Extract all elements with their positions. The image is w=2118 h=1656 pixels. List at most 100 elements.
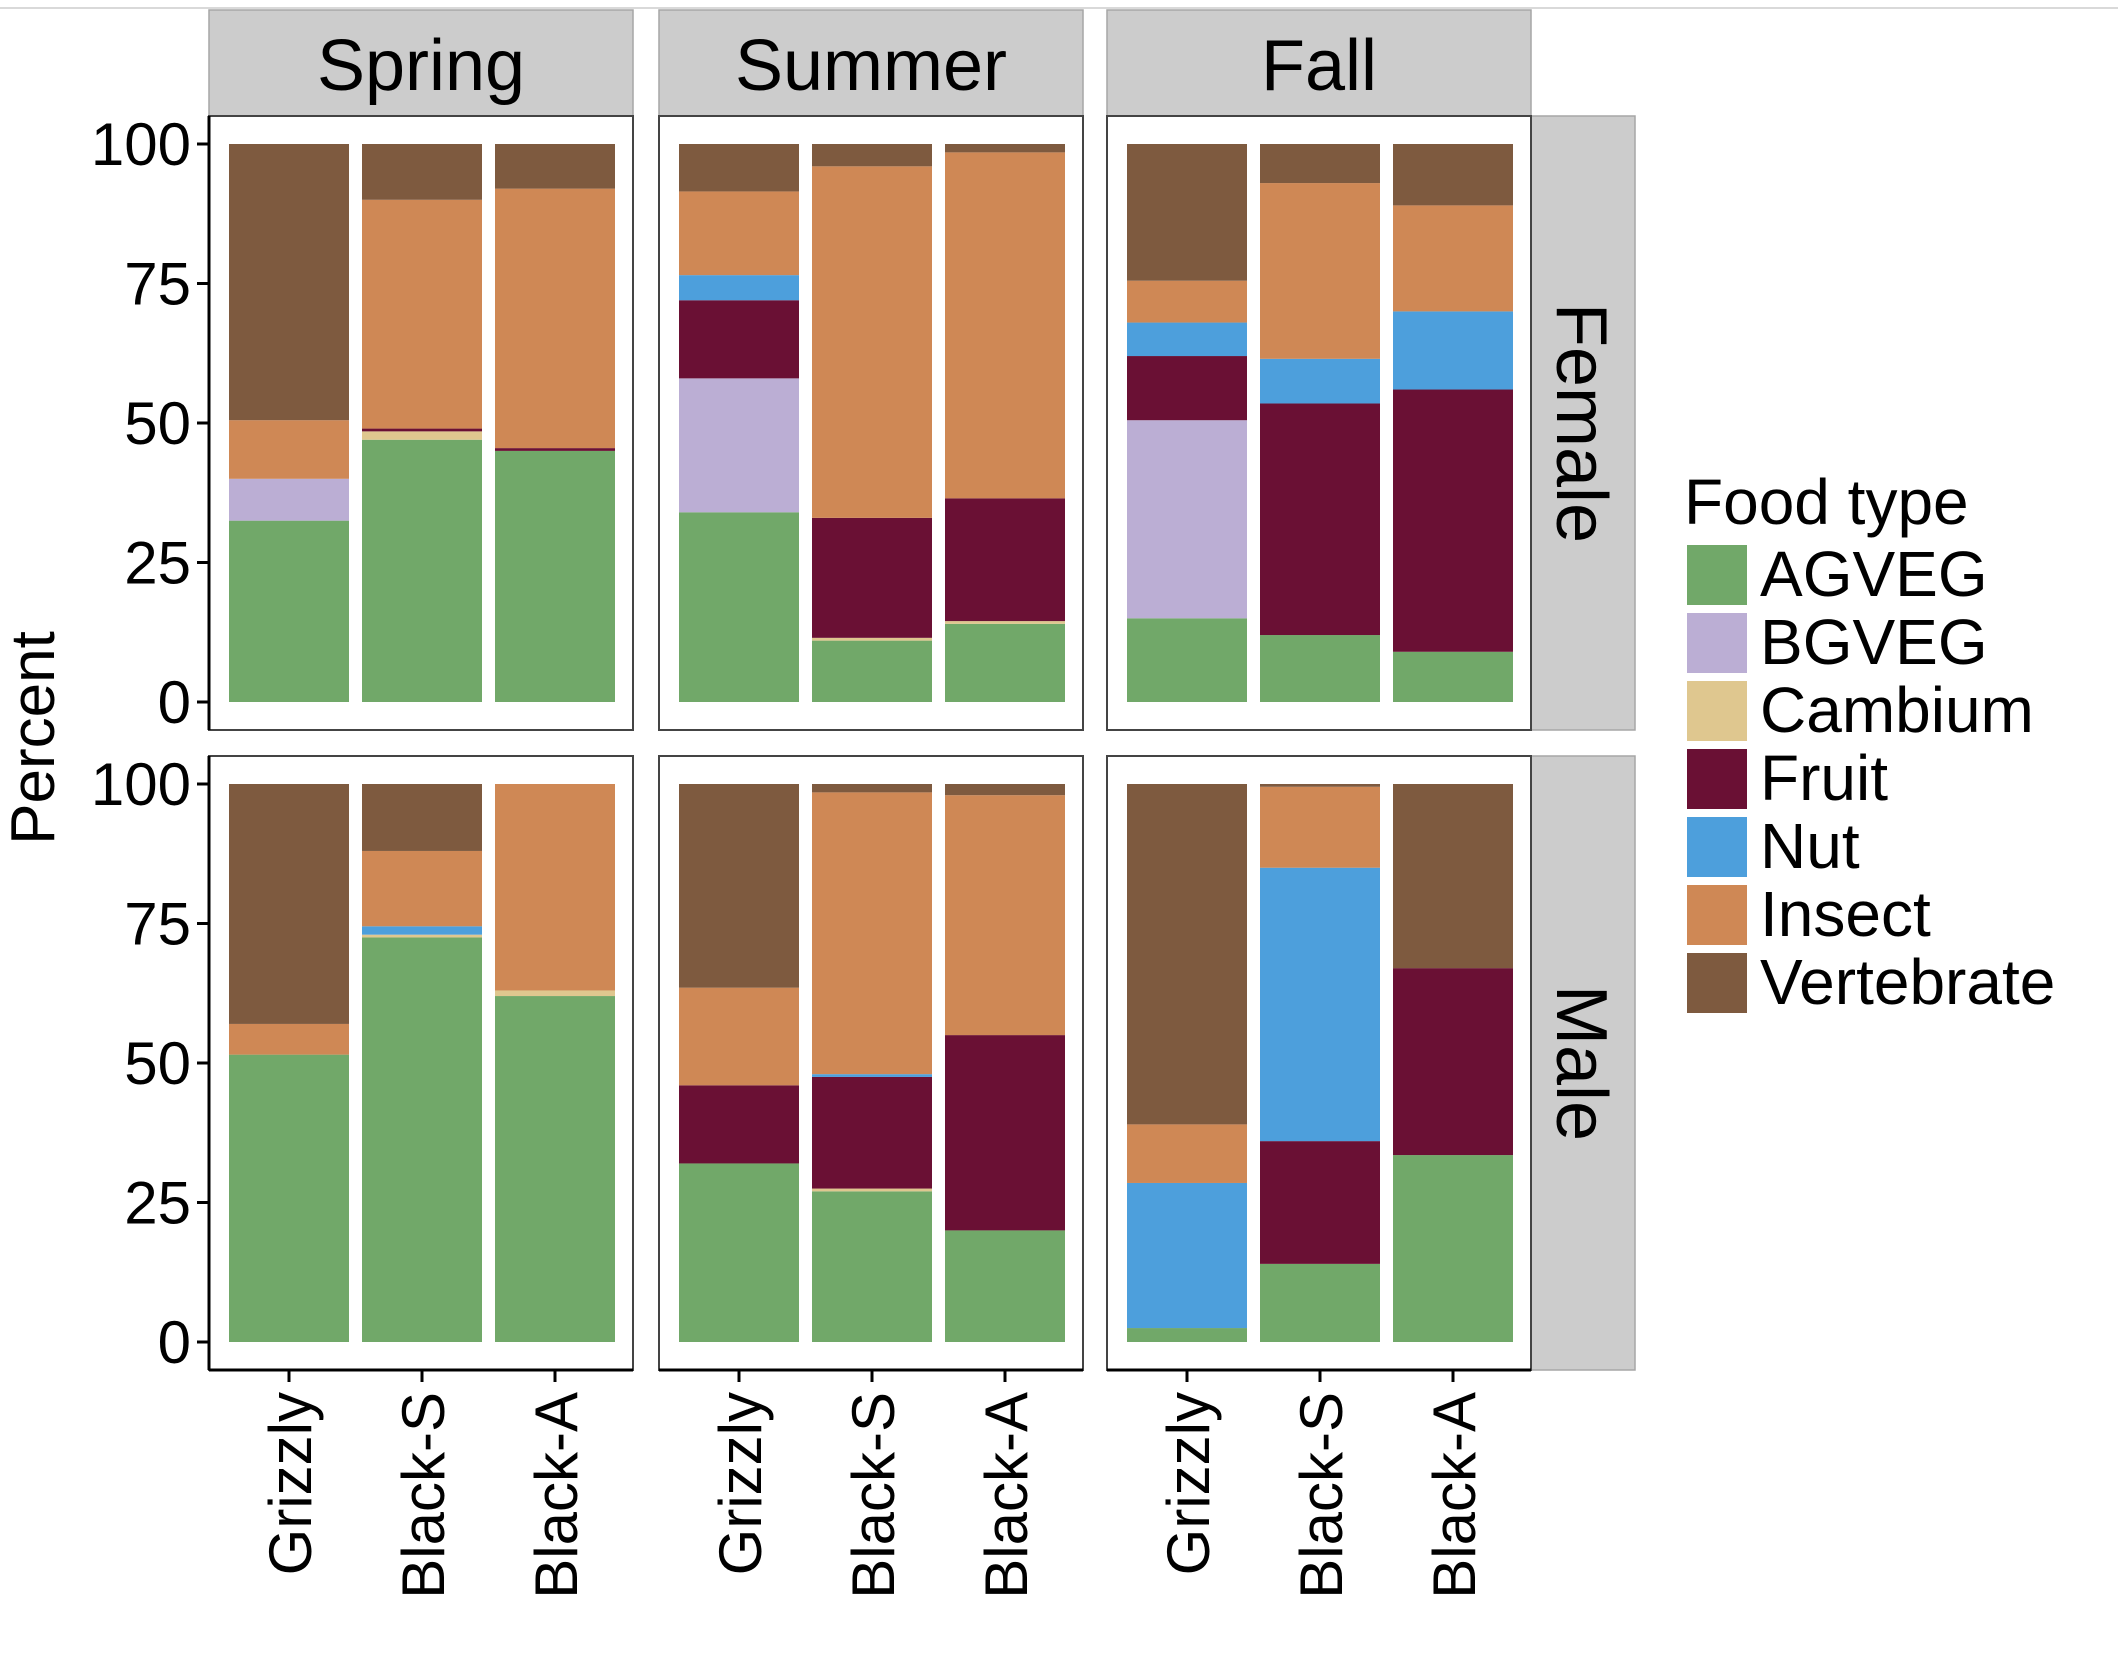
y-tick-label: 75 xyxy=(124,891,191,958)
bar-segment-black-a-insect xyxy=(495,188,615,449)
bar-segment-black-a-agveg xyxy=(495,996,615,1342)
bar-segment-black-s-agveg xyxy=(812,640,932,702)
x-tick-label-black-a: Black-A xyxy=(1421,1392,1488,1599)
x-tick-label-black-s: Black-S xyxy=(390,1392,457,1599)
panel-spring-female: 0 25 50 75 100 xyxy=(91,111,634,736)
strip-label-spring: Spring xyxy=(317,26,525,106)
legend: Food type AGVEGBGVEGCambiumFruitNutInsec… xyxy=(1684,466,2055,1018)
bar-segment-black-s-nut xyxy=(1260,867,1380,1142)
strip-label-female: Female xyxy=(1541,303,1621,543)
bar-segment-black-a-insect xyxy=(495,784,615,991)
bar-segment-black-a-insect xyxy=(945,795,1065,1036)
bar-segment-black-s-cambium xyxy=(812,1188,932,1192)
bar-segment-black-s-nut xyxy=(362,926,482,935)
legend-key-insect xyxy=(1685,883,1749,947)
panel-summer-female xyxy=(658,115,1084,731)
bar-segment-black-s-insect xyxy=(1260,183,1380,359)
legend-key-fruit xyxy=(1685,747,1749,811)
strip-summer xyxy=(658,9,1084,117)
legend-label-insect: Insect xyxy=(1760,878,1931,950)
bar-segment-black-a-vertebrate xyxy=(1393,144,1513,206)
legend-key-bgveg xyxy=(1685,611,1749,675)
bar-segment-black-a-vertebrate xyxy=(1393,784,1513,969)
bar-segment-black-s-agveg xyxy=(1260,1263,1380,1342)
bar-segment-black-s-vertebrate xyxy=(812,144,932,167)
x-tick-label-black-a: Black-A xyxy=(973,1392,1040,1599)
bar-segment-black-s-fruit xyxy=(812,517,932,638)
bar-segment-black-s-insect xyxy=(812,166,932,518)
bar-segment-black-a-fruit xyxy=(945,498,1065,622)
bar-segment-black-s-fruit xyxy=(362,428,482,432)
y-axis-title: Percent xyxy=(0,631,68,845)
x-tick-label-grizzly: Grizzly xyxy=(707,1392,774,1575)
bar-segment-black-s-insect xyxy=(812,792,932,1075)
strip-label-male: Male xyxy=(1541,985,1621,1141)
y-tick-label: 25 xyxy=(124,530,191,597)
bar-segment-grizzly-insect xyxy=(229,1023,349,1055)
bar-segment-grizzly-insect xyxy=(1127,280,1247,323)
y-tick-label: 0 xyxy=(158,669,191,736)
legend-label-nut: Nut xyxy=(1760,810,1860,882)
bar-segment-black-s-insect xyxy=(362,199,482,429)
panel-fall-male: Grizzly Black-S Black-A xyxy=(1106,755,1532,1599)
bar-segment-black-s-agveg xyxy=(812,1191,932,1342)
bar-segment-grizzly-insect xyxy=(1127,1124,1247,1183)
bar-segment-grizzly-insect xyxy=(229,420,349,479)
bar-segment-grizzly-agveg xyxy=(229,520,349,702)
panel-spring-male: 0 25 50 75 100 Grizzly Black-S Black-A xyxy=(91,751,634,1599)
bar-segment-grizzly-agveg xyxy=(679,512,799,702)
bar-segment-black-s-fruit xyxy=(1260,403,1380,636)
legend-title: Food type xyxy=(1684,466,1969,538)
panel-fall-female xyxy=(1106,115,1532,731)
y-tick-label: 100 xyxy=(91,751,191,818)
bar-segment-grizzly-fruit xyxy=(1127,356,1247,421)
bar-segment-black-a-agveg xyxy=(945,623,1065,702)
legend-key-agveg xyxy=(1685,543,1749,607)
bar-segment-black-a-fruit xyxy=(1393,968,1513,1156)
y-tick-label: 50 xyxy=(124,1030,191,1097)
bar-segment-black-s-agveg xyxy=(1260,635,1380,702)
bar-segment-black-a-insect xyxy=(1393,205,1513,312)
legend-key-nut xyxy=(1685,815,1749,879)
bar-segment-grizzly-agveg xyxy=(229,1054,349,1342)
x-tick-label-grizzly: Grizzly xyxy=(257,1392,324,1575)
bar-segment-grizzly-vertebrate xyxy=(1127,784,1247,1125)
bar-segment-grizzly-agveg xyxy=(679,1163,799,1342)
bar-segment-black-a-cambium xyxy=(945,621,1065,624)
legend-label-vertebrate: Vertebrate xyxy=(1760,946,2055,1018)
bar-segment-black-s-cambium xyxy=(812,637,932,641)
bar-segment-grizzly-agveg xyxy=(1127,1328,1247,1342)
bar-segment-black-s-fruit xyxy=(812,1076,932,1189)
bar-segment-black-s-nut xyxy=(812,1074,932,1077)
strip-male xyxy=(1530,755,1636,1371)
bar-segment-black-a-fruit xyxy=(495,448,615,451)
bar-segment-black-a-fruit xyxy=(1393,389,1513,652)
y-tick-label: 75 xyxy=(124,251,191,318)
bar-segment-black-s-cambium xyxy=(362,934,482,938)
bar-segment-black-a-cambium xyxy=(495,990,615,997)
bar-segment-grizzly-vertebrate xyxy=(229,144,349,421)
bar-segment-grizzly-bgveg xyxy=(679,378,799,513)
x-tick-label-grizzly: Grizzly xyxy=(1155,1392,1222,1575)
legend-label-fruit: Fruit xyxy=(1760,742,1888,814)
bar-segment-black-a-vertebrate xyxy=(945,784,1065,796)
bar-segment-grizzly-bgveg xyxy=(229,478,349,521)
bar-segment-grizzly-vertebrate xyxy=(679,784,799,988)
legend-label-bgveg: BGVEG xyxy=(1760,606,1988,678)
bar-segment-black-a-agveg xyxy=(1393,1155,1513,1342)
bar-segment-black-s-vertebrate xyxy=(362,144,482,200)
y-tick-label: 50 xyxy=(124,390,191,457)
strip-label-fall: Fall xyxy=(1261,26,1377,106)
x-tick-label-black-s: Black-S xyxy=(1288,1392,1355,1599)
bar-segment-black-a-agveg xyxy=(1393,651,1513,702)
bar-segment-grizzly-nut xyxy=(1127,322,1247,357)
panels-layer: Spring Summer Fall Female Male 0 25 50 75 100 0 25 5… xyxy=(91,9,1636,1599)
bar-segment-black-a-agveg xyxy=(495,450,615,702)
bar-segment-black-a-agveg xyxy=(945,1230,1065,1342)
bar-segment-grizzly-vertebrate xyxy=(1127,144,1247,281)
bar-segment-grizzly-fruit xyxy=(679,300,799,379)
bar-segment-black-s-nut xyxy=(1260,358,1380,404)
legend-key-cambium xyxy=(1685,679,1749,743)
strip-female xyxy=(1530,115,1636,731)
bar-segment-black-s-vertebrate xyxy=(1260,144,1380,184)
